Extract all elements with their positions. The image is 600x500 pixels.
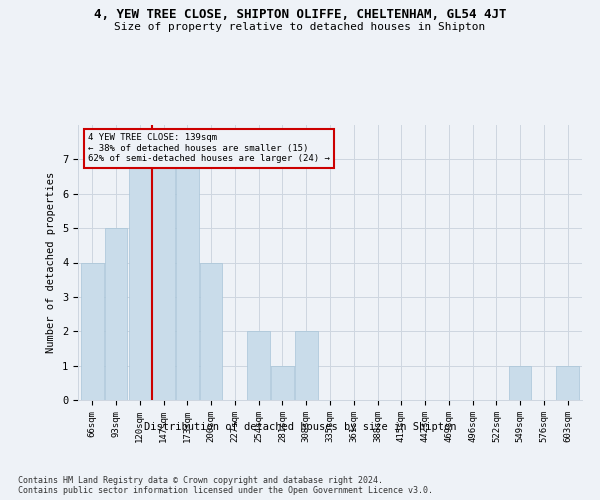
Text: 4 YEW TREE CLOSE: 139sqm
← 38% of detached houses are smaller (15)
62% of semi-d: 4 YEW TREE CLOSE: 139sqm ← 38% of detach…	[88, 133, 330, 163]
Bar	[556, 366, 579, 400]
Bar	[105, 228, 127, 400]
Bar	[152, 160, 175, 400]
Bar	[81, 262, 104, 400]
Bar	[247, 331, 270, 400]
Bar	[509, 366, 532, 400]
Text: Distribution of detached houses by size in Shipton: Distribution of detached houses by size …	[144, 422, 456, 432]
Bar	[200, 262, 223, 400]
Text: Size of property relative to detached houses in Shipton: Size of property relative to detached ho…	[115, 22, 485, 32]
Bar	[271, 366, 294, 400]
Text: Contains HM Land Registry data © Crown copyright and database right 2024.
Contai: Contains HM Land Registry data © Crown c…	[18, 476, 433, 495]
Bar	[176, 160, 199, 400]
Text: 4, YEW TREE CLOSE, SHIPTON OLIFFE, CHELTENHAM, GL54 4JT: 4, YEW TREE CLOSE, SHIPTON OLIFFE, CHELT…	[94, 8, 506, 20]
Bar	[295, 331, 317, 400]
Y-axis label: Number of detached properties: Number of detached properties	[46, 172, 56, 353]
Bar	[128, 160, 151, 400]
